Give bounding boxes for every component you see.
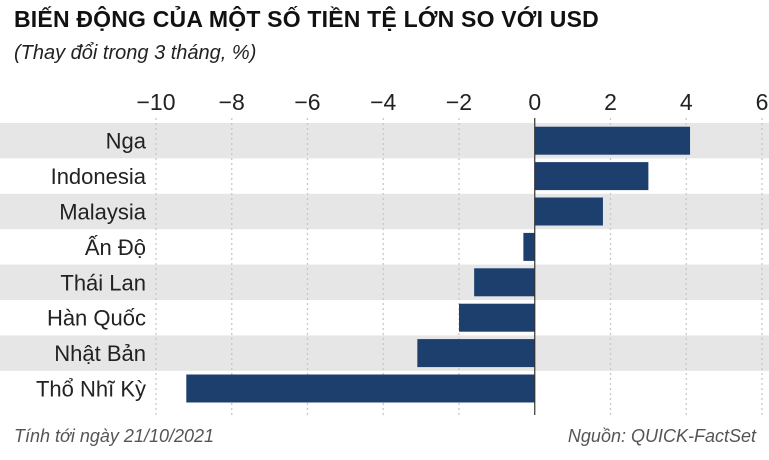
x-tick-label: 0 [528, 89, 541, 115]
row-stripes [0, 123, 769, 371]
x-tick-label: −4 [370, 89, 396, 115]
x-axis-ticks: −10 −8 −6 −4 −2 0 2 4 6 [136, 89, 768, 115]
x-tick-label: 4 [680, 89, 693, 115]
category-label: Indonesia [51, 164, 147, 189]
category-label: Hàn Quốc [47, 306, 146, 331]
bar-4 [474, 268, 535, 297]
bar-0 [534, 126, 691, 155]
row-stripe [0, 193, 769, 230]
source-note: Nguồn: QUICK-FactSet [567, 426, 756, 446]
chart-subtitle: (Thay đổi trong 3 tháng, %) [14, 42, 257, 64]
row-stripe [0, 264, 769, 300]
category-labels: Nga Indonesia Malaysia Ấn Độ Thái Lan Hàn Quố… [36, 129, 147, 402]
row-stripe [0, 335, 769, 371]
category-label: Nhật Bản [54, 341, 146, 366]
bars [186, 126, 691, 403]
category-label: Malaysia [59, 200, 147, 225]
category-label: Nga [106, 129, 147, 154]
x-tick-label: −2 [446, 89, 472, 115]
category-label: Thổ Nhĩ Kỳ [36, 377, 146, 402]
x-tick-label: 6 [756, 89, 769, 115]
category-label: Thái Lan [60, 270, 146, 295]
bar-3 [523, 232, 535, 261]
category-label: Ấn Độ [85, 235, 146, 260]
x-tick-label: 2 [604, 89, 617, 115]
x-tick-label: −8 [219, 89, 245, 115]
date-note: Tính tới ngày 21/10/2021 [14, 426, 215, 446]
chart-title: BIẾN ĐỘNG CỦA MỘT SỐ TIỀN TỆ LỚN SO VỚI … [14, 6, 599, 32]
bar-6 [417, 339, 535, 368]
bar-1 [534, 162, 649, 191]
bar-7 [186, 374, 535, 403]
bar-5 [459, 303, 535, 332]
x-tick-label: −10 [136, 89, 175, 115]
bar-2 [534, 197, 603, 226]
x-tick-label: −6 [294, 89, 320, 115]
